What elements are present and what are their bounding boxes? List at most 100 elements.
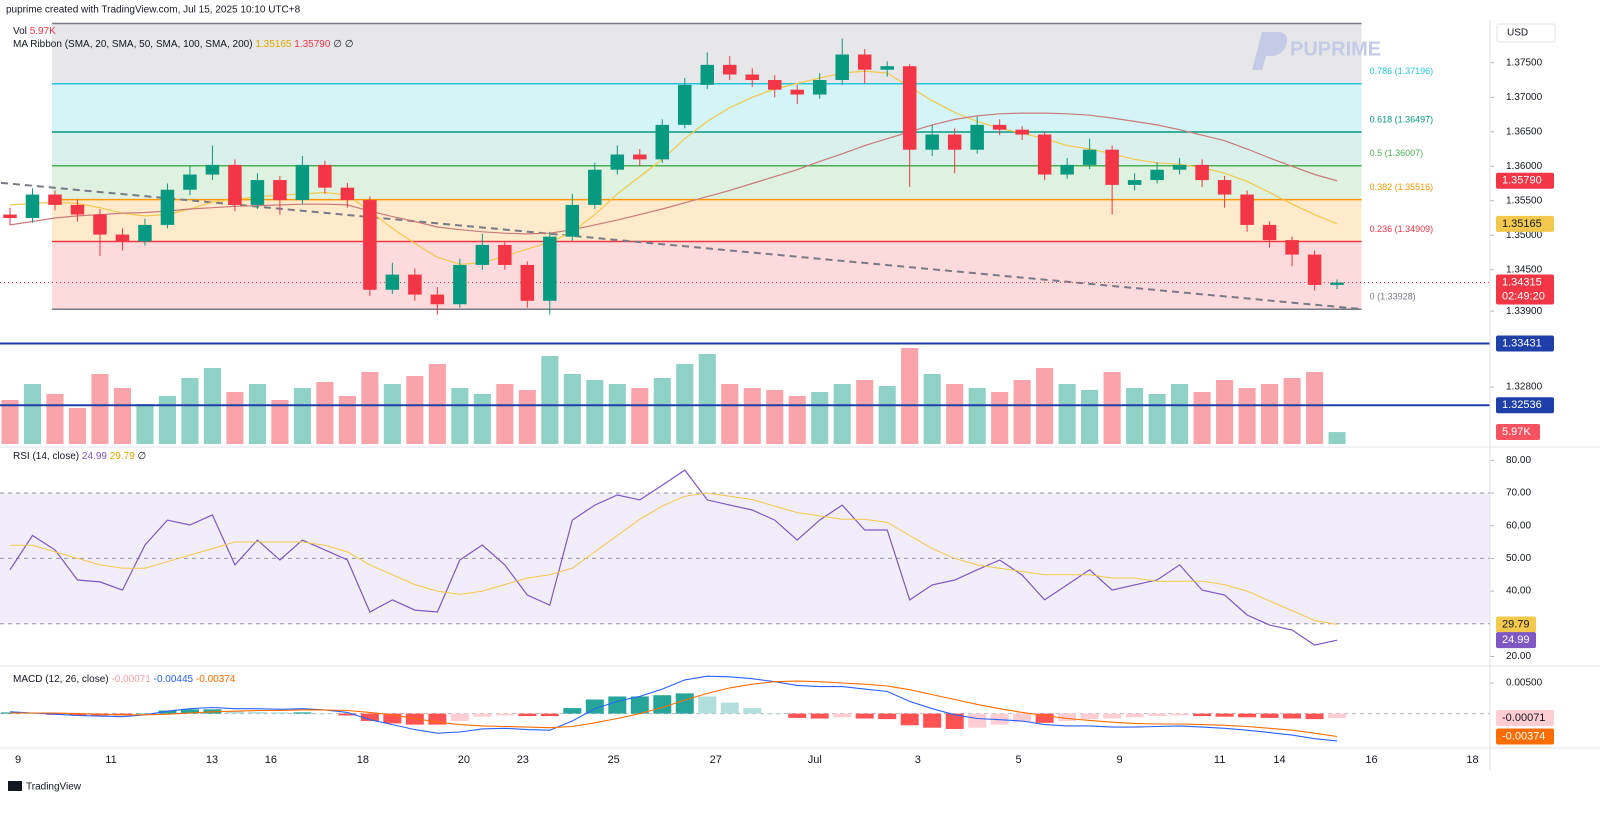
line-series <box>9 675 1338 742</box>
candle-body <box>205 164 220 175</box>
macd-histogram-bar <box>68 713 87 716</box>
legend-value: 5.97K <box>30 26 56 37</box>
x-tick-label: 16 <box>265 754 277 766</box>
candle-body <box>70 204 85 215</box>
macd-histogram-bar <box>360 713 379 721</box>
macd-histogram-bar <box>788 713 807 718</box>
volume-bar <box>541 356 559 444</box>
volume-bar <box>1193 392 1211 444</box>
marks <box>0 38 1490 742</box>
volume-bar <box>608 384 626 444</box>
macd-histogram-bar <box>23 713 42 715</box>
candle-body <box>250 180 265 205</box>
volume-bar <box>788 396 806 444</box>
volume-bar <box>1216 380 1234 444</box>
legend-value: 29.79 <box>110 451 135 462</box>
y-tick-label: 1.36000 <box>1506 161 1543 172</box>
fib-label: 0 (1.33928) <box>1370 292 1416 302</box>
candle-body <box>93 214 107 235</box>
y-tick-label: 1.35500 <box>1506 195 1543 206</box>
y-tick-label: 20.00 <box>1506 651 1531 662</box>
line-series <box>10 492 1338 625</box>
price-badge-label: 24.99 <box>1502 634 1530 646</box>
x-tick-label: 5 <box>1015 754 1021 766</box>
y-tick-label: 0.00500 <box>1506 678 1543 689</box>
legend-title: MA Ribbon (SMA, 20, SMA, 50, SMA, 100, S… <box>13 39 253 50</box>
y-tick-label: 80.00 <box>1506 455 1531 466</box>
volume-bar <box>496 384 514 444</box>
price-badge-label: 1.33431 <box>1502 337 1542 349</box>
volume-bar <box>1058 384 1076 444</box>
volume-bar <box>653 378 671 444</box>
volume-bar <box>1126 388 1144 444</box>
candle-body <box>970 124 984 150</box>
candle-body <box>992 124 1007 130</box>
macd-histogram-bar <box>878 713 897 720</box>
candle-body <box>835 54 849 81</box>
volume-bar <box>586 380 604 444</box>
fib-zone <box>52 131 1362 166</box>
line-series <box>9 112 1338 235</box>
legend-value: ∅ <box>138 451 147 462</box>
x-tick-label: 27 <box>710 754 722 766</box>
legend-value: -0.00071 <box>111 674 151 685</box>
candle-body <box>453 264 467 305</box>
price-badge-label: 1.34315 <box>1502 276 1542 288</box>
candle-body <box>498 244 512 265</box>
x-tick-label: Jul <box>808 754 822 766</box>
macd-histogram-bar <box>1193 713 1212 717</box>
currency-box[interactable] <box>1496 23 1556 43</box>
legend-vol: Vol 5.97K <box>13 26 56 37</box>
candle-body <box>1240 194 1254 225</box>
legend-value: 24.99 <box>82 451 107 462</box>
line-series <box>10 680 1338 738</box>
macd-histogram-bar <box>743 708 762 714</box>
volume-badge-label: 5.97K <box>1502 426 1531 438</box>
volume-bar <box>113 388 132 444</box>
candle-body <box>1150 169 1164 181</box>
x-tick-label: 13 <box>206 754 218 766</box>
candle-body <box>1217 180 1232 195</box>
volume-bar <box>1306 372 1324 444</box>
macd-histogram-bar <box>1305 713 1324 720</box>
macd-histogram-bar <box>293 712 312 714</box>
volume-bar <box>361 372 379 444</box>
x-tick-label: 9 <box>15 754 21 766</box>
legend-title: MACD (12, 26, close) <box>13 674 109 685</box>
macd-histogram-bar <box>450 713 469 721</box>
legend-macd: MACD (12, 26, close) -0.00071 -0.00445 -… <box>13 674 236 685</box>
candle-body <box>925 134 939 150</box>
candle-body <box>633 154 647 160</box>
price-badge-label: 1.35790 <box>1502 175 1542 187</box>
macd-histogram-bar <box>1 712 19 714</box>
volume-bar <box>811 392 829 444</box>
fib-zone <box>52 199 1362 242</box>
y-tick-label: 50.00 <box>1506 553 1531 564</box>
volume-bar <box>878 386 896 444</box>
volume-bar <box>1 400 19 444</box>
currency: USD <box>1507 28 1528 39</box>
macd-histogram-bar <box>1148 713 1167 717</box>
footer-text: TradingView <box>26 782 82 793</box>
y-tick-label: 1.34500 <box>1506 264 1543 275</box>
candle-body <box>138 224 152 242</box>
macd-histogram-bar <box>1215 713 1234 717</box>
volume-bar <box>428 364 446 444</box>
macd-histogram-bar <box>518 713 537 717</box>
footer-logo <box>8 781 22 791</box>
macd-histogram-bar <box>383 713 402 724</box>
macd-histogram-bar <box>653 695 672 714</box>
x-tick-label: 25 <box>608 754 620 766</box>
candle-body <box>48 194 62 205</box>
volume-bar <box>766 390 784 444</box>
macd-histogram-bar <box>1013 713 1032 723</box>
macd-histogram-bar <box>1260 713 1279 718</box>
candle-body <box>340 187 355 201</box>
volume-bar <box>181 378 199 444</box>
x-tick-label: 23 <box>517 754 529 766</box>
volume-bar <box>91 374 109 444</box>
volume-bar <box>226 392 244 444</box>
fib-zone <box>52 83 1362 132</box>
legend-value: ∅ <box>333 39 342 50</box>
y-tick-label: 1.37500 <box>1506 57 1543 68</box>
